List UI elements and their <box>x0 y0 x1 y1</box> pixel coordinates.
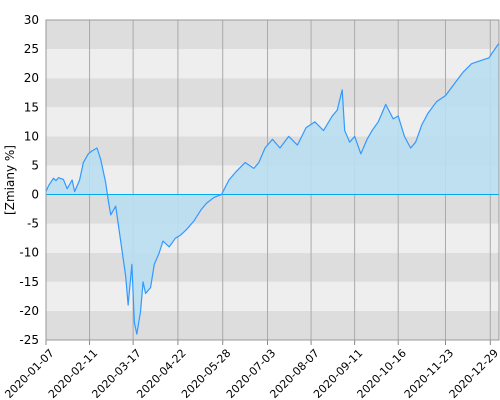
y-tick-label: -25 <box>19 333 39 347</box>
y-tick-label: 10 <box>24 129 39 143</box>
x-tick-labels: 2020-01-072020-02-112020-03-172020-04-22… <box>2 347 500 400</box>
y-tick-label: 0 <box>31 188 39 202</box>
y-tick-label: 20 <box>24 71 39 85</box>
y-tick-label: -15 <box>19 275 39 289</box>
y-tick-label: 25 <box>24 42 39 56</box>
area-layer <box>45 19 500 341</box>
series-area <box>46 43 499 335</box>
band <box>46 223 499 253</box>
band <box>46 281 499 311</box>
band <box>46 252 499 282</box>
series-line <box>45 42 500 335</box>
y-tick-label: 30 <box>24 13 39 27</box>
y-axis-title: [Zmiany %] <box>3 145 17 215</box>
y-tick-label: -10 <box>19 246 39 260</box>
band <box>46 78 499 108</box>
y-tick-label: 15 <box>24 100 39 114</box>
y-tick-labels: -25 -20 -15 -10 -5 0 5 10 15 20 25 30 <box>19 13 39 347</box>
y-tick-label: -5 <box>27 217 39 231</box>
band <box>46 310 499 340</box>
band <box>46 49 499 79</box>
plot-frame <box>45 19 500 341</box>
y-tick-label: 5 <box>31 158 39 172</box>
band <box>46 20 499 50</box>
y-tick-label: -20 <box>19 304 39 318</box>
